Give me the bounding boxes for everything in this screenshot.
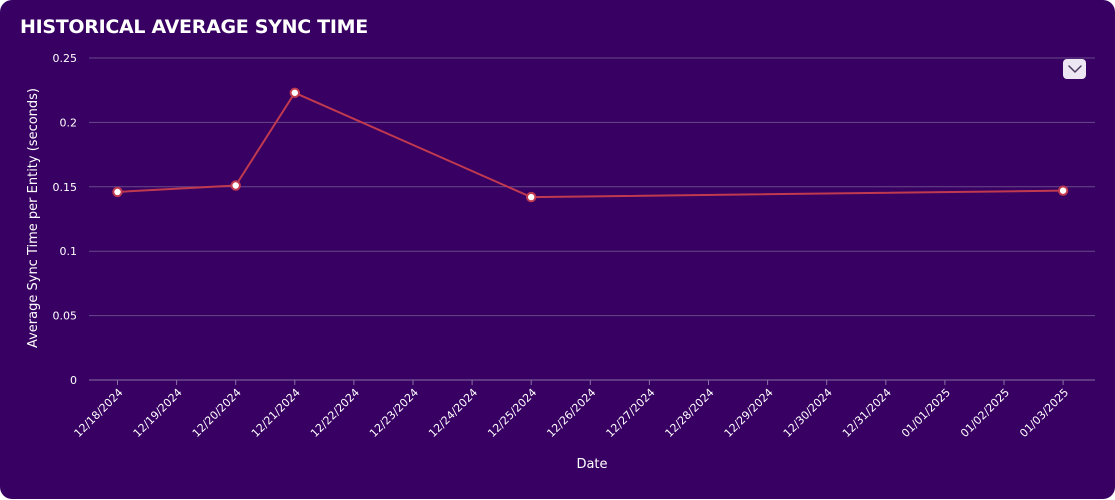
x-tick-label: 12/26/2024 (544, 386, 598, 440)
x-tick-label: 12/20/2024 (190, 386, 244, 440)
data-point (230, 180, 241, 191)
x-tick-label: 12/19/2024 (131, 386, 185, 440)
x-tick-label: 12/22/2024 (308, 386, 362, 440)
x-tick-label: 12/31/2024 (840, 386, 894, 440)
series-line (117, 91, 1064, 199)
x-tick-label: 12/27/2024 (603, 386, 657, 440)
chart-title: HISTORICAL AVERAGE SYNC TIME (20, 16, 368, 38)
gridlines (89, 57, 1095, 317)
y-tick-label: 0.1 (60, 245, 78, 258)
x-axis-ticks: 12/18/2024 12/19/2024 12/20/2024 12/21/2024… (72, 380, 1071, 440)
x-tick-label: 01/02/2025 (958, 386, 1012, 440)
y-tick-label: 0.05 (53, 310, 78, 323)
y-axis-ticks: 0 0.05 0.1 0.15 0.2 0.25 (53, 52, 78, 387)
x-tick-label: 01/03/2025 (1017, 386, 1071, 440)
x-axis-title: Date (576, 457, 607, 472)
series-layer (112, 87, 1069, 203)
data-point (112, 186, 123, 198)
x-tick-label: 12/25/2024 (485, 386, 539, 440)
data-point (526, 191, 537, 203)
x-tick-label: 12/24/2024 (426, 386, 480, 440)
x-tick-label: 12/23/2024 (367, 386, 421, 440)
y-tick-label: 0 (70, 374, 77, 387)
x-tick-label: 12/30/2024 (781, 386, 835, 440)
x-tick-label: 12/18/2024 (72, 386, 126, 440)
data-point (1057, 185, 1069, 196)
y-tick-label: 0.25 (53, 52, 78, 65)
y-axis-title: Average Sync Time per Entity (seconds) (26, 88, 41, 348)
x-tick-label: 01/01/2025 (899, 386, 953, 440)
chart-menu-button[interactable] (1063, 59, 1086, 79)
data-point (289, 87, 300, 98)
x-tick-label: 12/21/2024 (249, 386, 303, 440)
chevron-down-icon (1067, 65, 1082, 73)
x-tick-label: 12/29/2024 (722, 386, 776, 440)
x-tick-label: 12/28/2024 (663, 386, 717, 440)
y-tick-label: 0.15 (53, 181, 78, 194)
y-tick-label: 0.2 (60, 116, 78, 129)
